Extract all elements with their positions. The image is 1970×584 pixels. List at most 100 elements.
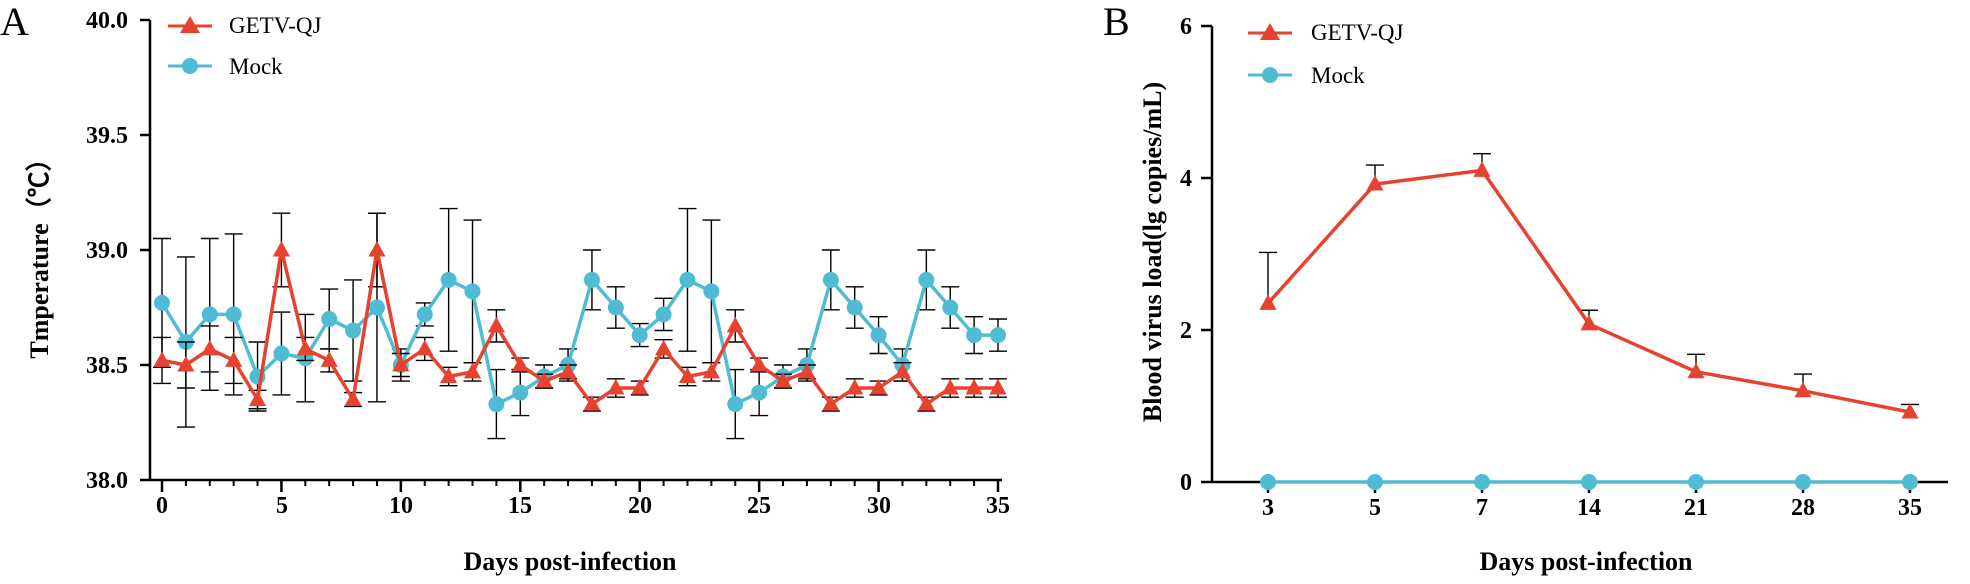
data-point-triangle [965, 379, 983, 395]
panel-a-y-axis-title: Tmperature（℃） [25, 145, 54, 358]
data-point-circle [727, 396, 744, 413]
legend-getv-label: GETV-QJ [1311, 20, 1403, 45]
data-point-triangle [870, 379, 888, 395]
panel-b-x-axis-title: Days post-infection [1479, 547, 1693, 576]
series-line [1266, 168, 1911, 414]
data-point-circle [1260, 474, 1276, 490]
data-point-triangle [392, 356, 410, 372]
data-point-triangle [248, 390, 267, 406]
data-point-triangle [774, 372, 792, 388]
panel-b-xtick-label: 28 [1791, 495, 1815, 521]
panel-a-xtick-label: 5 [276, 493, 288, 519]
data-point-triangle [822, 395, 840, 411]
panel-b-xtick-label: 21 [1684, 495, 1708, 521]
panel-a-ytick-label: 38.5 [86, 353, 128, 379]
data-point-triangle [750, 356, 768, 372]
data-point-triangle [798, 362, 816, 379]
data-point-triangle [225, 351, 243, 367]
data-point-circle [1474, 474, 1490, 490]
data-point-triangle [655, 339, 673, 356]
legend-mock-label: Mock [1311, 63, 1365, 88]
data-point-circle [607, 299, 624, 316]
data-point-triangle [678, 367, 697, 383]
data-point-triangle [846, 379, 864, 395]
data-point-circle [1367, 474, 1383, 490]
data-point-triangle [1794, 381, 1812, 398]
data-point-circle [464, 283, 481, 300]
data-point-circle [273, 345, 290, 362]
data-point-triangle [487, 316, 505, 333]
data-point-circle [583, 271, 600, 288]
panel-a-ytick-label: 39.5 [86, 123, 128, 149]
panel-b-ytick-label: 2 [1180, 318, 1192, 344]
legend-mock-label: Mock [229, 54, 283, 79]
data-point-circle [942, 299, 959, 316]
data-point-circle [1902, 474, 1918, 490]
data-point-circle [1581, 474, 1597, 490]
panel-a-xtick-label: 35 [986, 493, 1010, 519]
data-point-triangle [702, 362, 720, 379]
data-point-triangle [1901, 403, 1919, 419]
panel-a-ytick-label: 38.0 [86, 468, 128, 494]
panel-b-y-axis-title: Blood virus load(lg copies/mL) [1138, 82, 1167, 422]
panel-a-xtick-label: 25 [747, 493, 771, 519]
data-point-triangle [463, 362, 482, 379]
data-point-circle [870, 327, 887, 344]
panel-a-xtick-label: 0 [156, 493, 168, 519]
data-point-triangle [535, 372, 553, 388]
panel-b-ytick-label: 4 [1180, 166, 1192, 192]
panel-b-ytick-label: 0 [1180, 470, 1192, 496]
data-point-triangle [607, 379, 625, 395]
data-point-circle [321, 311, 338, 327]
panel-a-x-axis-title: Days post-infection [463, 547, 677, 576]
data-point-circle [631, 327, 648, 344]
data-point-triangle [440, 367, 458, 383]
panel-a-ytick-label: 40.0 [86, 8, 128, 34]
data-point-circle [1795, 474, 1811, 490]
legend-mock-circle-marker [182, 58, 198, 74]
data-point-triangle [296, 339, 314, 356]
panel-b-xtick-label: 7 [1476, 495, 1488, 521]
data-point-circle [225, 306, 242, 323]
data-point-circle [990, 327, 1006, 344]
data-point-circle [846, 299, 863, 316]
panel-b-xtick-label: 14 [1577, 495, 1601, 521]
data-point-triangle [344, 390, 362, 406]
data-point-circle [966, 327, 983, 344]
data-point-triangle [1687, 362, 1705, 379]
data-point-triangle [1366, 175, 1384, 191]
data-point-triangle [368, 241, 386, 257]
data-point-circle [488, 396, 505, 413]
data-point-triangle [583, 395, 601, 411]
data-point-circle [201, 306, 218, 323]
data-point-triangle [559, 362, 577, 379]
panel-b-legend: GETV-QJ Mock [1248, 20, 1403, 88]
data-point-triangle [1473, 161, 1491, 177]
data-point-triangle [272, 241, 290, 257]
panel-b: B 0 2 4 6 3 5 7 14 21 28 35 Days post-in… [1103, 0, 1948, 576]
panel-b-label: B [1103, 0, 1130, 44]
panel-a-xtick-label: 15 [508, 493, 532, 519]
data-point-circle [154, 294, 170, 311]
data-point-circle [655, 306, 672, 323]
legend-getv-triangle-marker [180, 16, 200, 33]
data-point-circle [679, 271, 696, 288]
legend-getv-triangle-marker [1260, 23, 1280, 40]
data-point-triangle [631, 379, 649, 395]
data-point-circle [440, 271, 457, 288]
data-point-circle [416, 306, 433, 323]
data-point-triangle [893, 362, 912, 379]
panel-a-ytick-label: 39.0 [86, 238, 128, 264]
series-getv-qj [1259, 152, 1919, 419]
data-point-triangle [1259, 294, 1277, 310]
data-point-circle [1688, 474, 1704, 490]
panel-b-xtick-label: 5 [1369, 495, 1381, 521]
panel-b-xtick-label: 3 [1262, 495, 1274, 521]
data-point-circle [512, 384, 529, 401]
data-point-triangle [989, 379, 1007, 395]
panel-a-xtick-label: 30 [867, 493, 891, 519]
data-point-triangle [1580, 314, 1598, 331]
panel-b-ytick-label: 6 [1180, 14, 1192, 40]
data-point-triangle [320, 351, 338, 367]
panel-a-legend: GETV-QJ Mock [168, 13, 321, 79]
